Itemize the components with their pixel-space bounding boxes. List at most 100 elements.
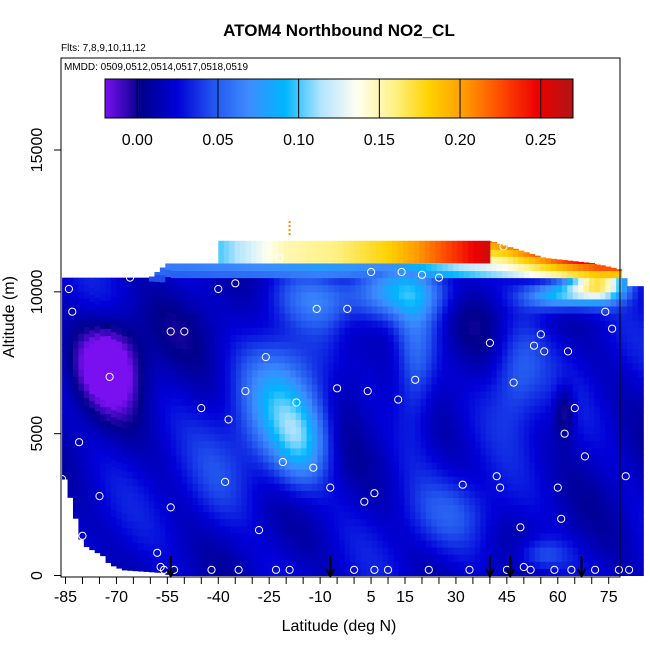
sample-point	[367, 267, 376, 277]
heat-cell	[89, 379, 96, 387]
heat-cell	[567, 362, 574, 371]
heat-cell	[230, 277, 237, 286]
heat-cell	[377, 362, 384, 371]
heat-cell	[491, 447, 498, 456]
heat-cell	[149, 465, 155, 474]
heat-cell	[110, 416, 117, 425]
heat-cell	[246, 419, 253, 428]
heat-cell	[311, 426, 318, 435]
heat-cell	[529, 362, 536, 371]
heat-cell	[295, 447, 302, 456]
heat-cell	[279, 419, 286, 428]
heat-cell	[507, 284, 514, 293]
heat-cell	[197, 405, 204, 413]
heat-cell	[583, 447, 590, 456]
heat-cell	[143, 443, 150, 452]
heat-cell	[388, 469, 394, 477]
heat-cell	[469, 362, 476, 371]
heat-cell	[426, 568, 432, 576]
heat-cell	[214, 497, 221, 506]
heat-cell	[333, 490, 340, 498]
heat-cell	[295, 568, 302, 576]
heat-cell	[491, 334, 498, 342]
heat-cell	[219, 440, 226, 449]
heat-cell	[366, 270, 373, 279]
heat-cell	[610, 462, 617, 470]
heat-cell	[518, 291, 525, 300]
heat-cell	[143, 514, 150, 523]
heat-cell	[512, 497, 519, 506]
heat-cell	[105, 541, 112, 549]
heat-cell	[404, 341, 411, 350]
heat-cell	[328, 384, 335, 392]
heat-cell	[225, 362, 231, 371]
heat-cell	[328, 433, 335, 442]
heat-cell	[583, 362, 590, 371]
heat-cell	[339, 547, 346, 555]
heat-cell	[605, 277, 612, 286]
heat-cell	[382, 511, 389, 520]
heat-cell	[523, 532, 530, 541]
heat-cell	[290, 348, 297, 357]
heat-cell	[370, 240, 377, 264]
heat-cell	[409, 433, 416, 442]
heat-cell	[94, 290, 101, 298]
heat-cell	[529, 483, 536, 491]
heat-cell	[138, 277, 145, 281]
heat-cell	[458, 547, 465, 555]
heat-cell	[240, 240, 246, 264]
heat-cell	[491, 242, 498, 243]
heat-cell	[132, 350, 139, 359]
sample-point	[166, 327, 175, 336]
heat-cell	[241, 270, 248, 279]
heat-cell	[127, 371, 134, 380]
heat-cell	[458, 554, 465, 562]
heat-cell	[208, 327, 215, 335]
heat-cell	[594, 270, 601, 279]
heat-cell	[496, 362, 503, 371]
heat-cell	[187, 398, 193, 406]
heat-cell	[594, 518, 601, 527]
heat-cell	[632, 447, 639, 456]
heat-cell	[62, 422, 69, 430]
heat-cell	[426, 518, 432, 527]
heat-cell	[632, 561, 639, 569]
heat-cell	[301, 277, 308, 286]
heat-cell	[121, 300, 128, 309]
heat-cell	[94, 424, 101, 433]
heat-cell	[83, 411, 90, 420]
heat-cell	[545, 440, 552, 449]
heat-cell	[116, 390, 123, 399]
heat-cell	[366, 298, 373, 307]
heat-cell	[610, 391, 617, 399]
heat-cell	[409, 284, 416, 293]
heat-cell	[154, 271, 161, 275]
heat-cell	[127, 307, 134, 316]
heat-cell	[409, 490, 416, 498]
heat-cell	[219, 547, 226, 555]
heat-cell	[159, 565, 166, 574]
heat-cell	[442, 376, 449, 385]
heat-cell	[187, 497, 193, 506]
heat-cell	[627, 532, 633, 541]
heat-cell	[442, 263, 449, 272]
heat-cell	[203, 561, 210, 569]
heat-cell	[121, 484, 128, 493]
heat-cell	[149, 529, 155, 537]
heat-cell	[436, 554, 443, 562]
heat-cell	[203, 355, 210, 364]
heat-cell	[89, 436, 96, 444]
heat-cell	[589, 277, 595, 286]
heat-cell	[230, 334, 237, 342]
heat-cell	[208, 476, 215, 484]
heat-cell	[545, 405, 552, 413]
heat-cell	[485, 504, 492, 513]
heat-cell	[344, 277, 351, 286]
heat-cell	[355, 525, 362, 534]
heat-cell	[610, 334, 617, 342]
heat-cell	[382, 540, 389, 548]
heat-cell	[322, 497, 329, 506]
heat-cell	[192, 532, 199, 541]
heat-cell	[502, 284, 509, 293]
sample-point	[363, 387, 372, 396]
